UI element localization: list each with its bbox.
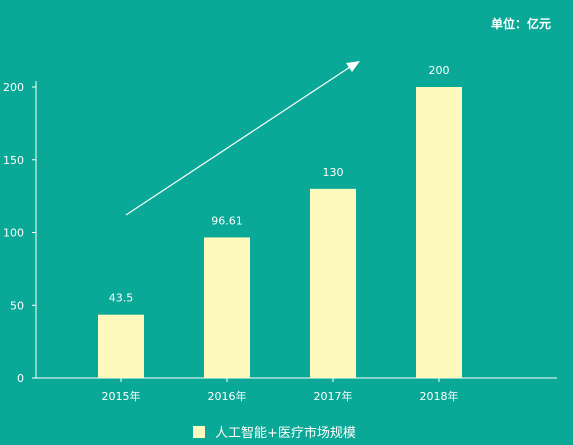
x-tick-label: 2015年 — [102, 389, 141, 403]
bar — [98, 314, 144, 378]
bar — [416, 87, 462, 378]
legend-label: 人工智能+医疗市场规模 — [215, 426, 356, 441]
legend-swatch — [193, 425, 205, 438]
y-tick-label: 150 — [3, 154, 24, 167]
x-tick-label: 2018年 — [420, 389, 459, 403]
x-tick-label: 2016年 — [208, 389, 247, 403]
bar-value-label: 43.5 — [109, 292, 134, 305]
y-tick-label: 50 — [10, 299, 24, 312]
unit-label: 单位：亿元 — [490, 17, 551, 31]
legend: 人工智能+医疗市场规模 — [193, 422, 356, 441]
x-tick-group: 2015年 2016年 2017年 2018年 — [102, 378, 459, 403]
y-tick-label: 100 — [3, 227, 24, 240]
bar — [204, 237, 250, 378]
trend-arrow-head — [346, 61, 360, 72]
x-tick-label: 2017年 — [314, 389, 353, 403]
trend-arrow — [125, 61, 360, 216]
y-tick-label: 0 — [17, 372, 24, 385]
y-tick-label: 200 — [3, 81, 24, 94]
bar-value-label: 200 — [429, 64, 450, 77]
y-tick-group: 0 50 100 150 200 — [3, 81, 36, 385]
trend-arrow-line — [125, 66, 351, 216]
bar-value-label: 96.61 — [211, 214, 243, 227]
bar — [310, 188, 356, 378]
bar-group — [98, 87, 462, 378]
bar-value-label: 130 — [323, 166, 344, 179]
value-label-group: 43.5 96.61 130 200 — [109, 64, 450, 305]
